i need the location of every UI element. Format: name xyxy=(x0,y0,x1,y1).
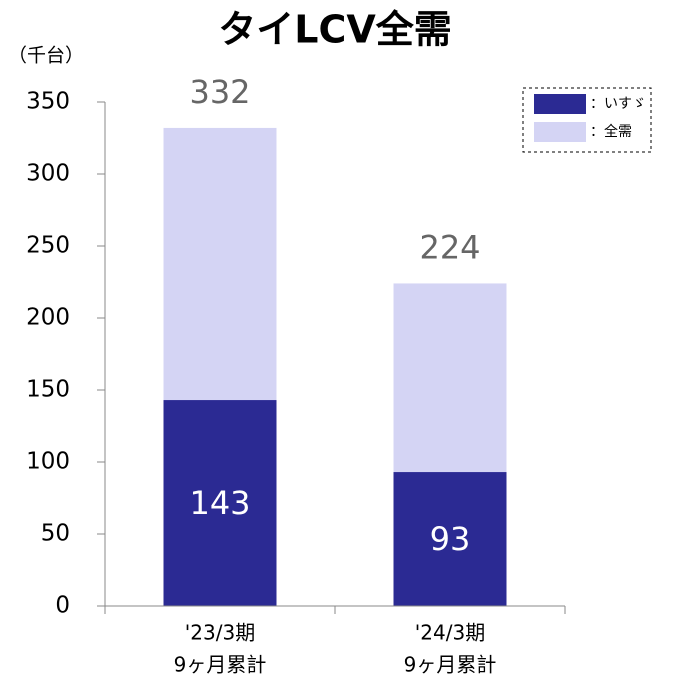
y-axis-label: （千台） xyxy=(8,45,84,67)
x-tick-label: '24/3期 xyxy=(415,621,485,645)
x-tick-label: '23/3期 xyxy=(185,621,255,645)
value-label: 93 xyxy=(430,520,471,558)
x-tick-label: 9ヶ月累計 xyxy=(404,653,497,677)
legend-swatch xyxy=(534,122,586,142)
y-tick-label: 150 xyxy=(26,377,70,403)
legend-label: ：いすゞ xyxy=(590,96,646,112)
y-tick-label: 300 xyxy=(26,161,70,187)
value-label: 332 xyxy=(189,73,250,111)
value-label: 224 xyxy=(419,228,480,266)
bar xyxy=(393,472,507,606)
legend-swatch xyxy=(534,94,586,114)
y-tick-label: 200 xyxy=(26,305,70,331)
y-tick-label: 350 xyxy=(26,89,70,115)
y-tick-label: 250 xyxy=(26,233,70,259)
value-label: 143 xyxy=(189,484,250,522)
x-tick-label: 9ヶ月累計 xyxy=(174,653,267,677)
y-tick-label: 100 xyxy=(26,449,70,475)
y-tick-label: 0 xyxy=(55,593,70,619)
y-tick-label: 50 xyxy=(41,521,70,547)
bar xyxy=(163,400,277,606)
chart-title: タイLCV全需 xyxy=(218,8,452,52)
legend-label: ：全需 xyxy=(590,123,632,140)
